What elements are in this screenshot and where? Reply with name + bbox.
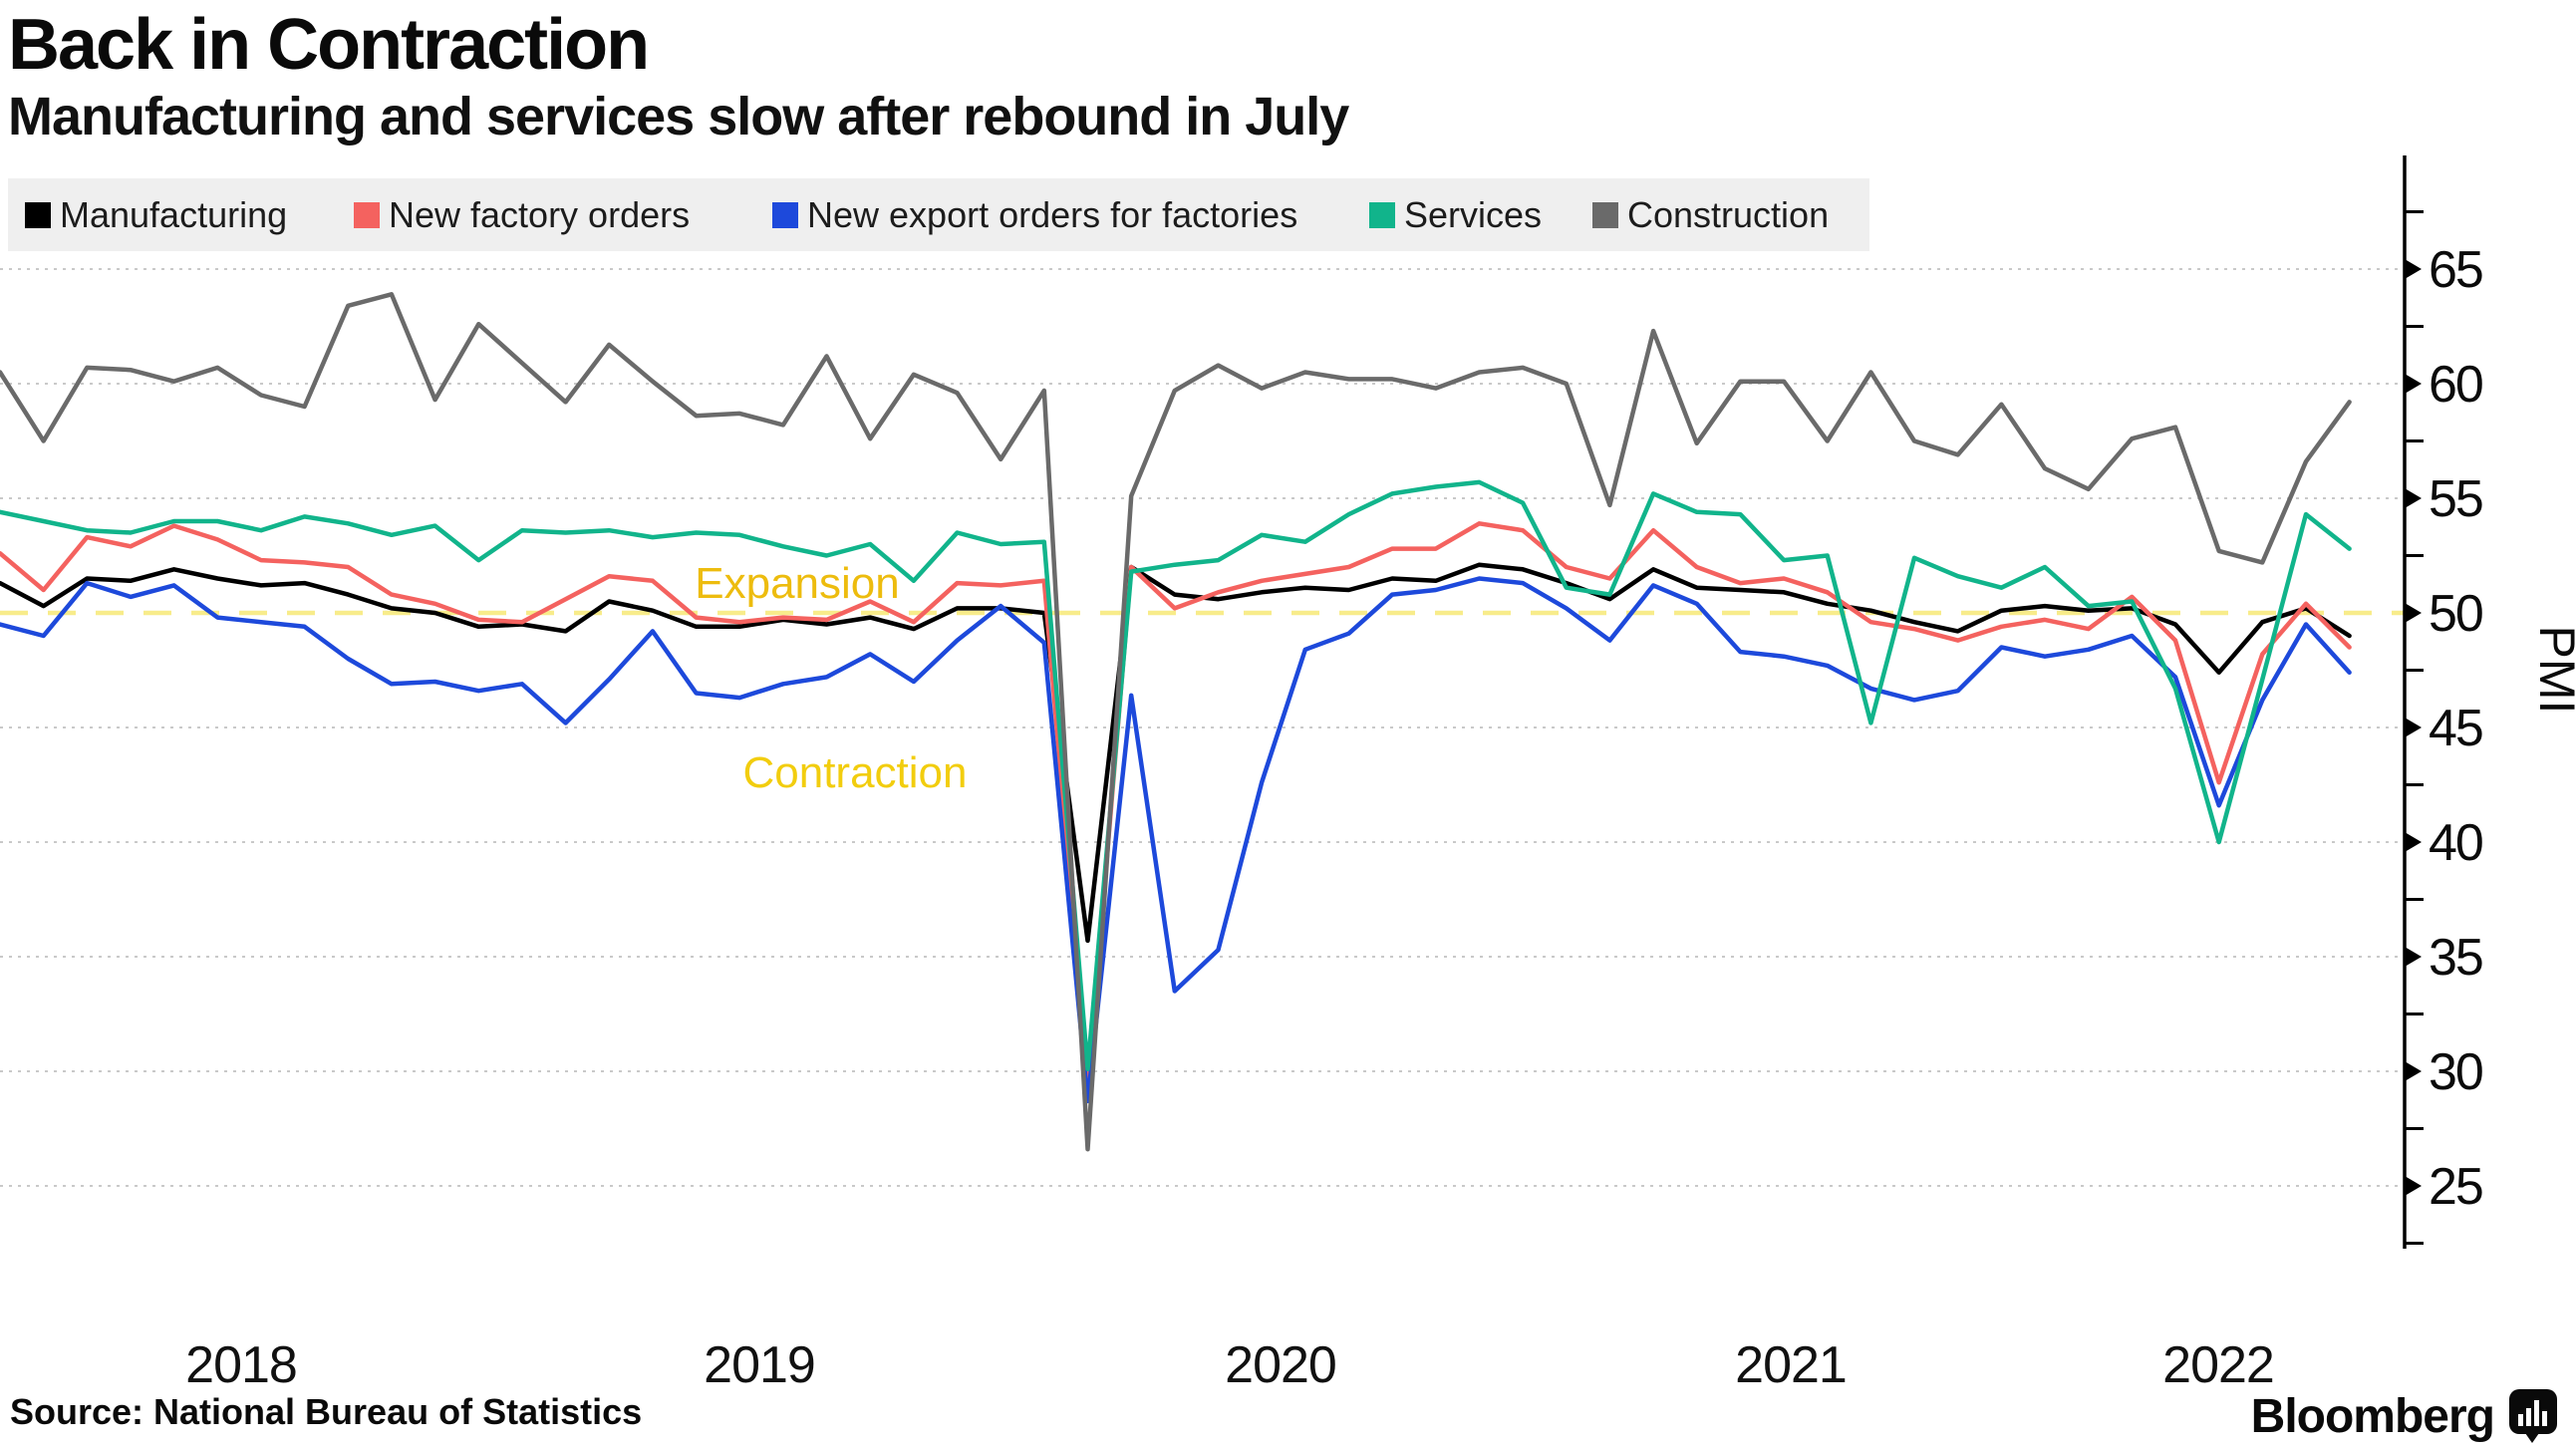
bloomberg-terminal-icon (2509, 1389, 2557, 1443)
page-subtitle: Manufacturing and services slow after re… (8, 87, 1349, 146)
y-axis-label-65: 65 (2429, 241, 2482, 299)
legend-label: New factory orders (389, 193, 691, 235)
legend-item-new-factory-orders: New factory orders (354, 178, 690, 251)
series-line-new-export-orders-for-factories (0, 576, 2352, 1104)
series-line-services (0, 479, 2352, 1071)
source-note: Source: National Bureau of Statistics (10, 1391, 643, 1432)
y-axis-label-45: 45 (2429, 700, 2482, 757)
y-axis-tick-arrow (2405, 1061, 2422, 1081)
bloomberg-wordmark: Bloomberg (2250, 1389, 2495, 1443)
x-axis-label-2018: 2018 (185, 1336, 297, 1394)
y-axis-label-50: 50 (2429, 585, 2482, 643)
y-axis-label-25: 25 (2429, 1158, 2482, 1216)
y-axis-label-60: 60 (2429, 356, 2482, 414)
new-factory-orders-swatch-icon (354, 201, 380, 228)
y-axis-tick-arrow (2405, 947, 2422, 967)
y-axis-tick-arrow (2405, 374, 2422, 394)
new-export-orders-swatch-icon (772, 201, 798, 228)
legend-item-services: Services (1369, 178, 1542, 251)
bloomberg-logo: Bloomberg (2251, 1387, 2558, 1445)
y-axis-label-35: 35 (2429, 929, 2482, 987)
chart-legend: Manufacturing New factory orders New exp… (8, 178, 1869, 251)
legend-label: Construction (1627, 193, 1830, 235)
y-axis-tick-arrow (2405, 1176, 2422, 1196)
manufacturing-swatch-icon (25, 201, 51, 228)
legend-item-construction: Construction (1592, 178, 1829, 251)
legend-item-new-export-orders: New export orders for factories (772, 178, 1297, 251)
y-axis-label-55: 55 (2429, 470, 2482, 528)
y-axis-label-40: 40 (2429, 814, 2482, 872)
expansion-label: Expansion (695, 559, 899, 608)
contraction-label: Contraction (742, 748, 967, 797)
y-axis-label-30: 30 (2429, 1043, 2482, 1101)
x-axis-label-2022: 2022 (2162, 1336, 2274, 1394)
legend-label: New export orders for factories (807, 193, 1298, 235)
x-axis-label-2020: 2020 (1225, 1336, 1336, 1394)
series-line-new-factory-orders (0, 521, 2352, 1090)
series-line-construction (0, 292, 2352, 1152)
y-axis-tick-arrow (2405, 259, 2422, 279)
construction-swatch-icon (1592, 201, 1618, 228)
services-swatch-icon (1369, 201, 1395, 228)
y-axis-tick-arrow (2405, 603, 2422, 623)
y-axis-tick-arrow (2405, 832, 2422, 852)
page-title: Back in Contraction (8, 5, 650, 85)
y-axis-tick-arrow (2405, 488, 2422, 508)
series-line-manufacturing (0, 562, 2352, 944)
y-axis-tick-arrow (2405, 718, 2422, 737)
x-axis-label-2019: 2019 (704, 1336, 815, 1394)
legend-item-manufacturing: Manufacturing (25, 178, 287, 251)
x-axis-label-2021: 2021 (1735, 1336, 1847, 1394)
y-axis-title: PMI (2529, 626, 2576, 715)
legend-label: Manufacturing (60, 193, 288, 235)
legend-label: Services (1404, 193, 1543, 235)
